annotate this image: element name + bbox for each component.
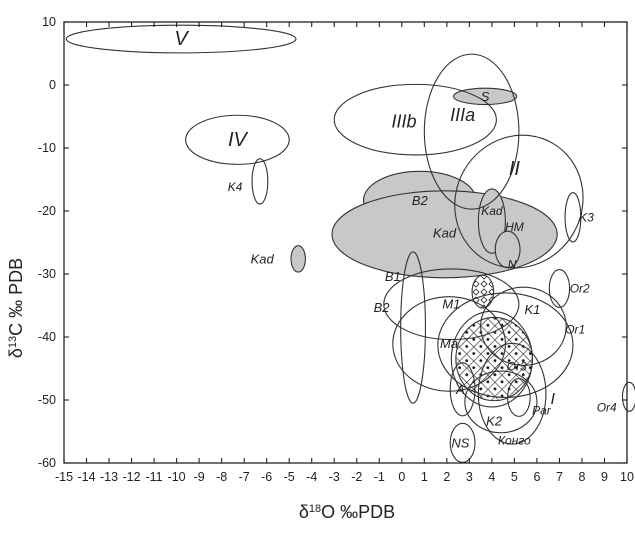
region-label: Ma	[440, 336, 458, 351]
region-label: K4	[228, 180, 243, 194]
y-tick-label: 0	[49, 78, 56, 92]
region-label: I	[550, 391, 555, 408]
region-label: B1	[385, 269, 401, 284]
x-tick-label: -12	[123, 470, 141, 484]
region-label: IIIa	[450, 105, 475, 125]
y-tick-label: 10	[42, 15, 56, 29]
y-tick-label: -20	[38, 204, 56, 218]
region-ellipse	[507, 378, 531, 417]
y-tick-label: -30	[38, 267, 56, 281]
region-label: K3	[579, 210, 594, 224]
region-label: Kad	[251, 251, 275, 266]
x-axis-title-sup: 18	[309, 503, 321, 515]
x-axis-title: δ18O ‰PDB	[299, 502, 395, 522]
region-ellipse	[437, 292, 574, 399]
region-label: Or1	[565, 322, 585, 336]
y-axis-title: δ13C ‰ PDB	[6, 258, 26, 358]
x-tick-label: 7	[556, 470, 563, 484]
region-label: HM	[505, 220, 524, 234]
plot-border	[63, 21, 628, 464]
x-tick-label: -14	[77, 470, 95, 484]
region-label: Or3	[507, 360, 527, 374]
ticks-layer: -15 -14 -13 -12 -11 -10 -9 -8 -7 -6 -5 -4 -3 -2 -1 0 1 2 3…	[38, 15, 634, 484]
region-label: Or4	[597, 401, 617, 415]
region-label: Kad	[433, 226, 457, 241]
region-ellipse	[290, 245, 306, 273]
x-tick-label: 3	[466, 470, 473, 484]
y-axis-title-sup: 13	[7, 336, 19, 348]
x-tick-label: -1	[374, 470, 385, 484]
region-ellipse	[471, 274, 495, 309]
region-ellipse	[65, 24, 297, 54]
x-tick-label: 8	[578, 470, 585, 484]
x-tick-label: -15	[55, 470, 73, 484]
region-ellipse	[454, 134, 584, 269]
region-label: V	[174, 28, 189, 50]
x-tick-label: 1	[421, 470, 428, 484]
region-label: II	[509, 158, 521, 180]
x-tick-label: -4	[306, 470, 317, 484]
x-tick-label: -9	[194, 470, 205, 484]
region-ellipse	[185, 114, 290, 165]
x-tick-label: 6	[533, 470, 540, 484]
x-tick-label: 10	[620, 470, 634, 484]
region-ellipse	[449, 362, 476, 417]
region-label: Par	[532, 404, 552, 418]
region-label: Or2	[570, 281, 590, 295]
x-tick-label: -11	[146, 470, 163, 484]
extra-label: N	[508, 258, 517, 272]
x-tick-label: 4	[488, 470, 495, 484]
region-label: A	[455, 382, 465, 397]
region-ellipse	[477, 342, 547, 445]
region-ellipse	[464, 370, 538, 434]
x-tick-label: 2	[443, 470, 450, 484]
region-ellipse	[251, 158, 269, 205]
x-tick-label: -7	[239, 470, 250, 484]
region-label: S	[481, 89, 490, 104]
x-tick-label: -6	[261, 470, 272, 484]
x-tick-label: -8	[216, 470, 227, 484]
region-label: IIIb	[392, 112, 417, 132]
region-label: NS	[451, 435, 469, 450]
y-tick-label: -50	[38, 393, 56, 407]
x-tick-label: -10	[168, 470, 186, 484]
x-tick-label: -5	[284, 470, 295, 484]
y-tick-label: -40	[38, 330, 56, 344]
region-label: B2	[412, 193, 429, 208]
region-ellipse	[564, 192, 582, 243]
region-ellipse	[548, 269, 571, 308]
region-label: Kad	[481, 204, 503, 218]
region-label: Конго	[498, 433, 531, 447]
region-ellipse	[480, 286, 567, 366]
region-ellipse	[423, 53, 520, 210]
region-label: K2	[486, 413, 503, 428]
extra-label: B2	[374, 300, 391, 315]
plot-frame	[63, 21, 628, 464]
x-tick-label: -2	[351, 470, 362, 484]
region-ellipse	[450, 310, 533, 408]
x-tick-label: -3	[329, 470, 340, 484]
region-label: IV	[228, 129, 249, 151]
region-ellipse	[453, 87, 518, 106]
region-label: K1	[524, 302, 540, 317]
region-label: M1	[442, 297, 460, 312]
x-tick-label: 9	[601, 470, 608, 484]
x-tick-label: 0	[398, 470, 405, 484]
region-ellipse	[383, 268, 520, 341]
x-tick-label: 5	[511, 470, 518, 484]
region-ellipse	[333, 83, 497, 156]
y-tick-label: -10	[38, 141, 56, 155]
x-tick-label: -13	[100, 470, 118, 484]
y-tick-label: -60	[38, 456, 56, 470]
region-ellipse	[621, 381, 635, 412]
